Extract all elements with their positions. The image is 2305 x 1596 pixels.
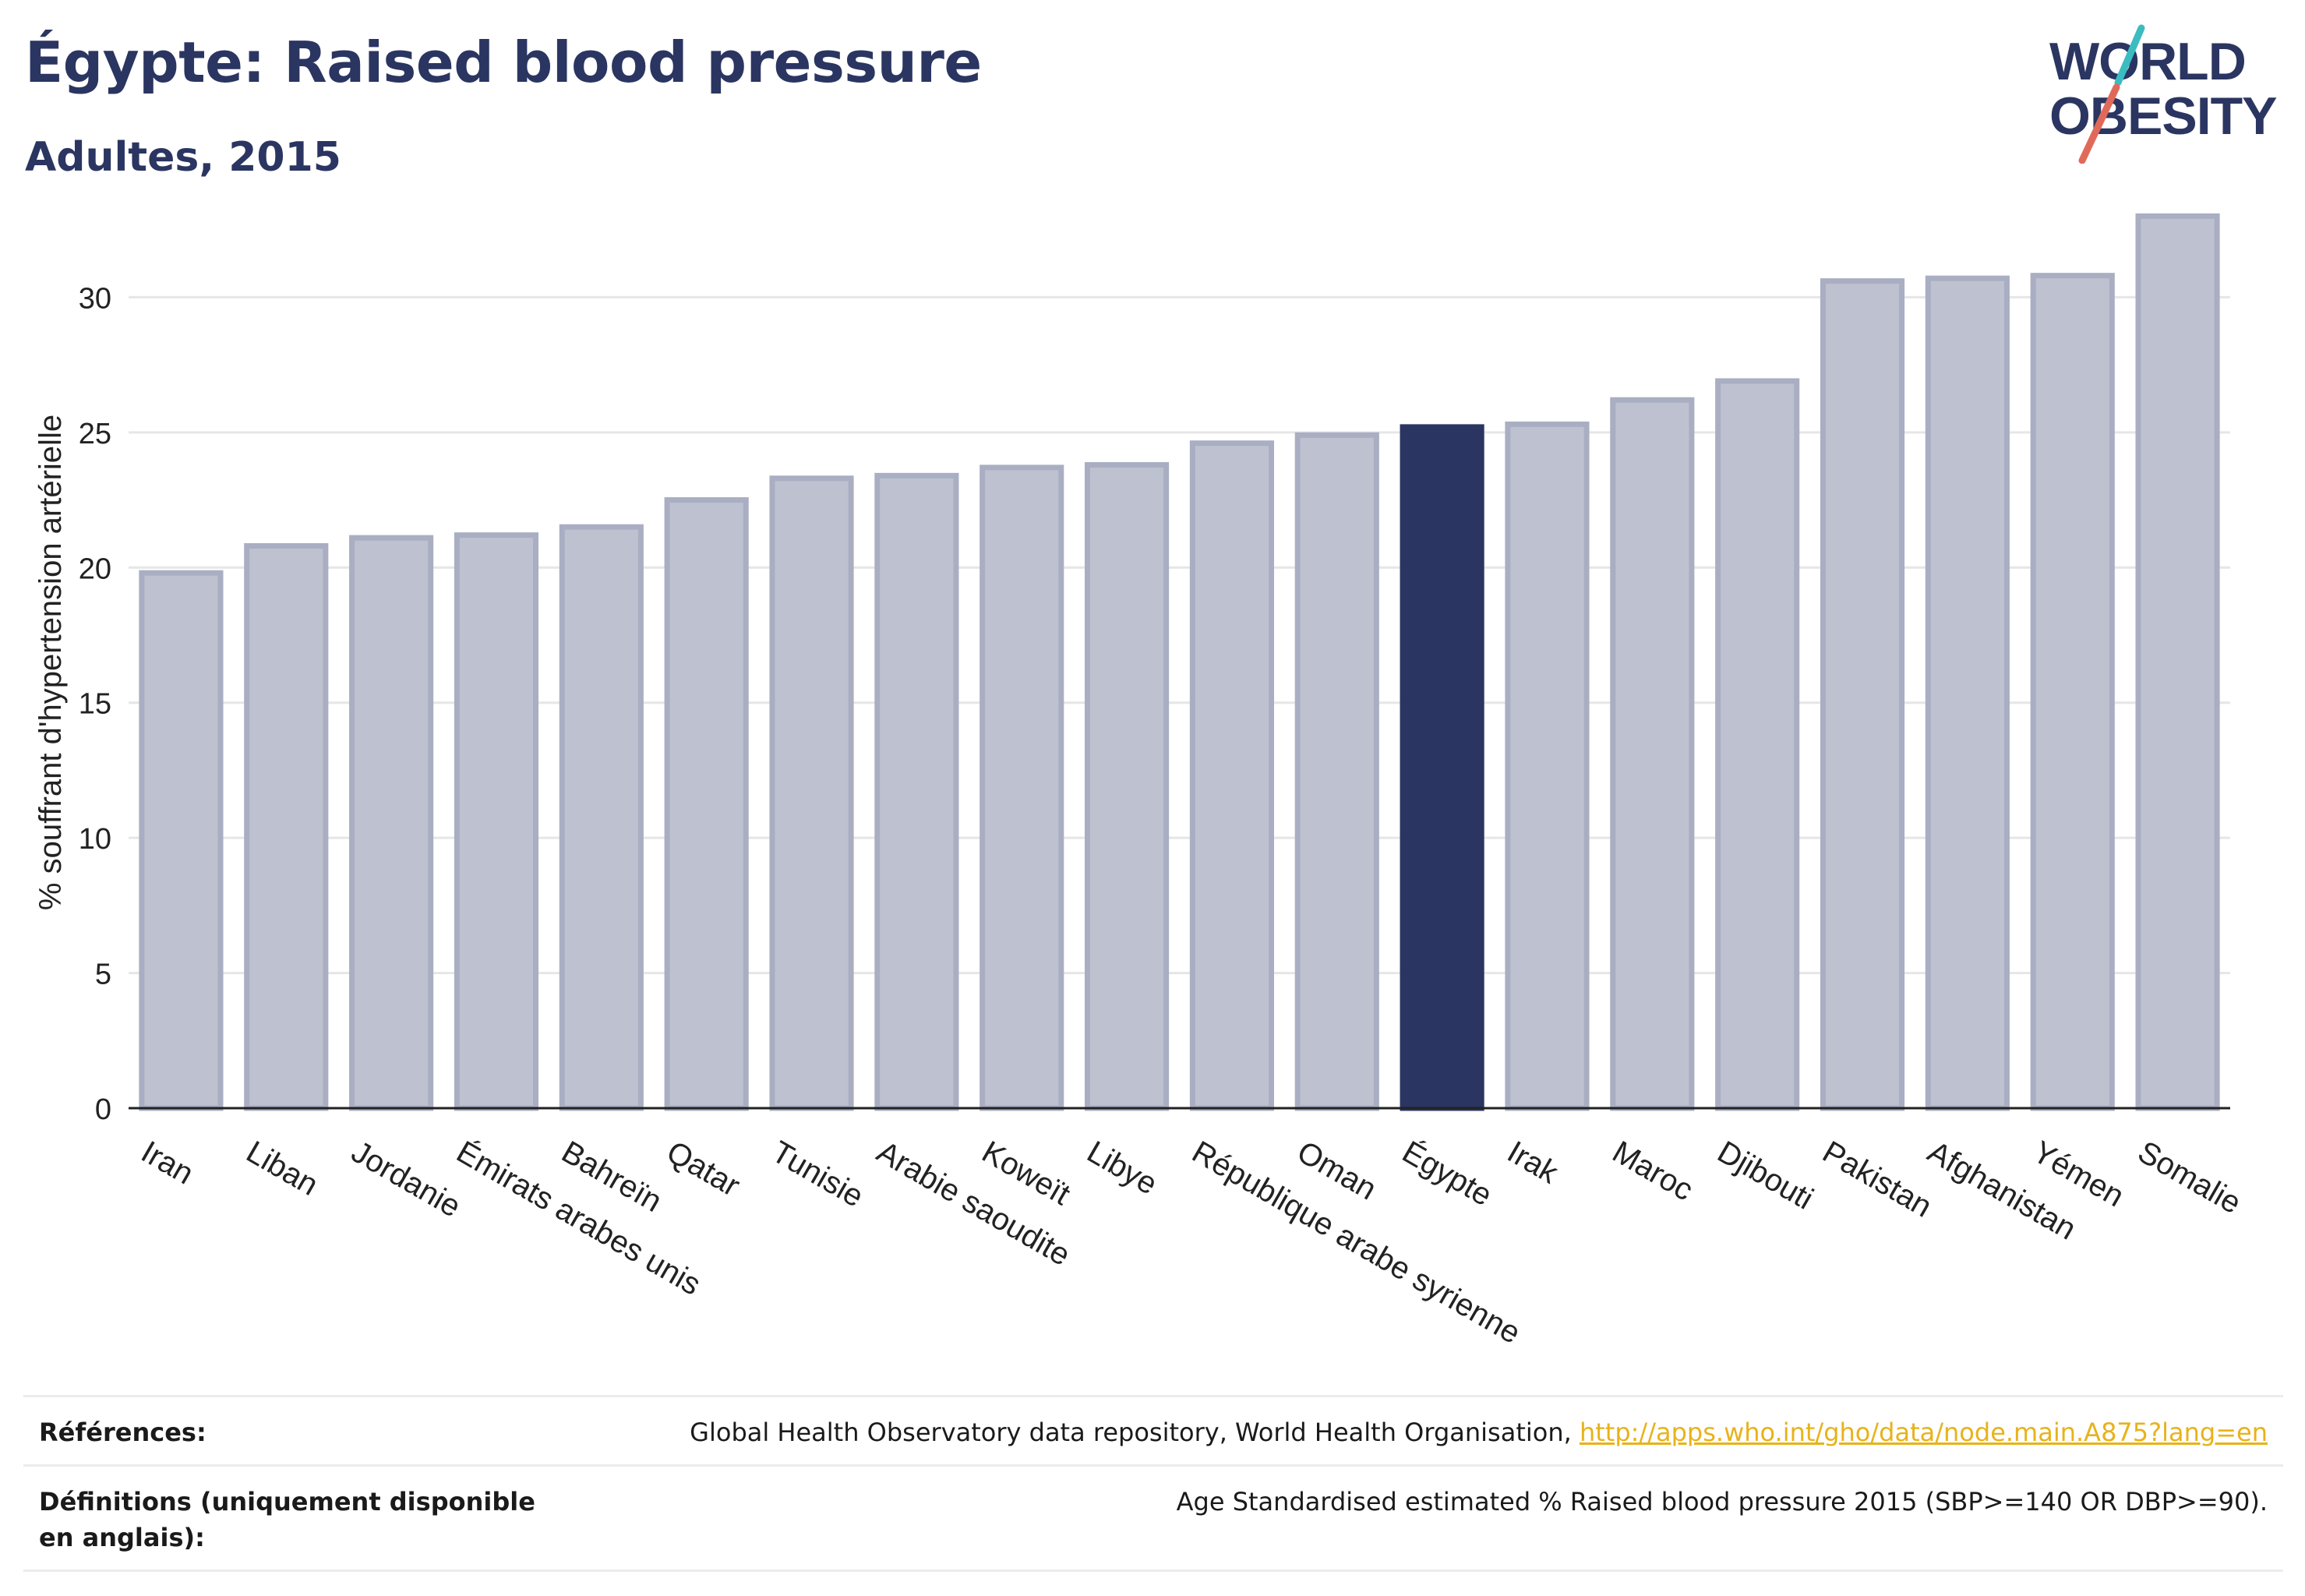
bar bbox=[664, 497, 749, 1111]
bar bbox=[874, 472, 959, 1111]
bar bbox=[1820, 278, 1905, 1111]
grid-lines bbox=[129, 295, 2230, 975]
references-label: Références: bbox=[39, 1418, 206, 1447]
bars bbox=[139, 213, 2220, 1111]
y-tick-label: 30 bbox=[79, 282, 111, 315]
bar bbox=[980, 464, 1064, 1111]
y-tick-label: 10 bbox=[79, 823, 111, 856]
references-text: Global Health Observatory data repositor… bbox=[690, 1418, 1580, 1447]
y-axis-label: % souffrant d'hypertension artérielle bbox=[34, 415, 68, 910]
y-tick-label: 20 bbox=[79, 553, 111, 585]
y-tick-label: 25 bbox=[79, 418, 111, 450]
references-row: Références: Global Health Observatory da… bbox=[23, 1395, 2283, 1464]
page-subtitle: Adultes, 2015 bbox=[25, 134, 341, 181]
references-value: Global Health Observatory data repositor… bbox=[690, 1414, 2268, 1450]
bar bbox=[1400, 424, 1484, 1111]
bar bbox=[1189, 440, 1274, 1111]
x-tick-label: Pakistan bbox=[1817, 1135, 1938, 1224]
bar bbox=[2030, 273, 2115, 1111]
bar bbox=[1925, 275, 2010, 1111]
x-tick-label: Iran bbox=[136, 1135, 199, 1192]
logo-slash-teal bbox=[2114, 24, 2145, 87]
definitions-row: Définitions (uniquement disponible en an… bbox=[23, 1464, 2283, 1572]
bar bbox=[1715, 378, 1800, 1111]
references-link[interactable]: http://apps.who.int/gho/data/node.main.A… bbox=[1579, 1418, 2268, 1447]
bar bbox=[1505, 421, 1590, 1111]
references-table: Références: Global Health Observatory da… bbox=[23, 1395, 2283, 1572]
bar bbox=[769, 475, 854, 1111]
x-tick-label: Jordanie bbox=[346, 1135, 467, 1224]
logo-line1: WORLD bbox=[2049, 32, 2246, 91]
bar bbox=[349, 535, 434, 1111]
bar bbox=[1610, 397, 1695, 1111]
x-tick-label: Tunisie bbox=[766, 1135, 869, 1214]
x-tick-label: Somalie bbox=[2132, 1135, 2247, 1220]
page-title: Égypte: Raised blood pressure bbox=[25, 30, 982, 95]
logo-slash-red bbox=[2078, 83, 2120, 164]
y-tick-label: 15 bbox=[79, 688, 111, 721]
bar bbox=[1085, 461, 1170, 1111]
x-tick-label: Égypte bbox=[1396, 1134, 1498, 1213]
bar bbox=[1294, 432, 1379, 1111]
x-tick-label: Djibouti bbox=[1712, 1135, 1820, 1216]
bar bbox=[139, 570, 224, 1111]
bar bbox=[2135, 213, 2220, 1111]
x-tick-label: Maroc bbox=[1607, 1135, 1699, 1208]
y-tick-label: 0 bbox=[95, 1093, 111, 1126]
bar bbox=[454, 532, 539, 1111]
x-tick-label: Liban bbox=[241, 1135, 324, 1202]
y-tick-label: 5 bbox=[95, 959, 111, 991]
logo-line2: OBESITY bbox=[2049, 87, 2277, 146]
definitions-label: Définitions (uniquement disponible en an… bbox=[39, 1487, 535, 1552]
x-tick-label: Libye bbox=[1082, 1135, 1163, 1202]
bar bbox=[244, 543, 329, 1111]
x-tick-label: Qatar bbox=[661, 1135, 746, 1203]
bar bbox=[559, 524, 644, 1111]
definitions-value: Age Standardised estimated % Raised bloo… bbox=[1176, 1487, 2268, 1517]
world-obesity-logo: WORLD OBESITY bbox=[2049, 24, 2278, 164]
x-tick-label: Irak bbox=[1502, 1135, 1565, 1191]
